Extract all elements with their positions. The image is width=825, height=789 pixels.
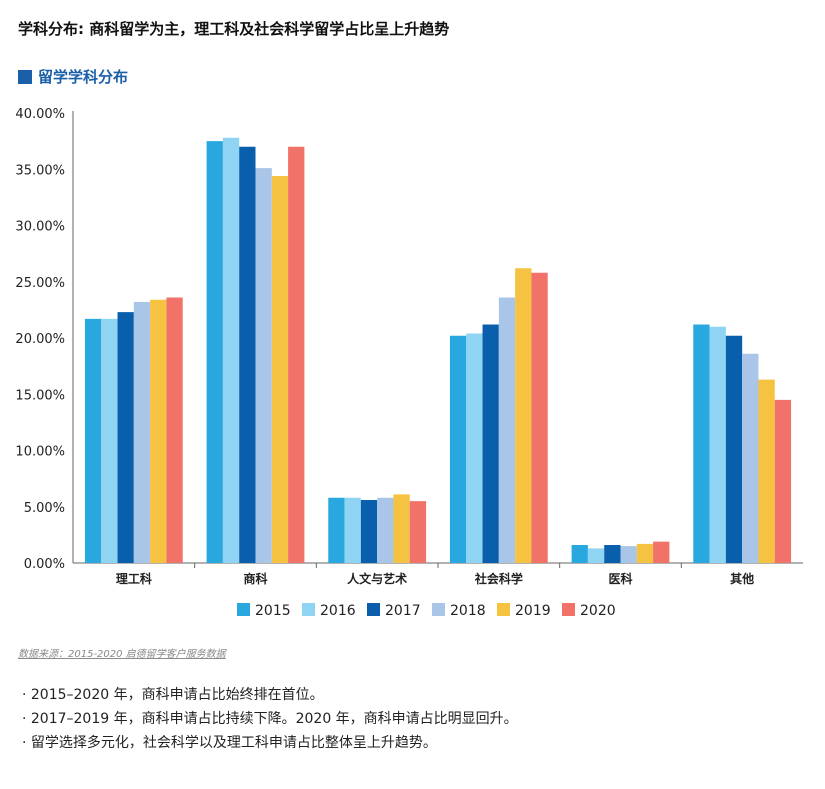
- note-line: · 2017–2019 年，商科申请占比持续下降。2020 年，商科申请占比明显…: [22, 711, 518, 727]
- legend-swatch: [367, 603, 380, 616]
- bar-2018: [742, 353, 759, 563]
- legend-swatch: [497, 603, 510, 616]
- x-category-label: 社会科学: [474, 571, 523, 586]
- bar-2017: [482, 324, 499, 563]
- bar-2018: [133, 302, 151, 563]
- bar-2016: [466, 333, 483, 563]
- bar-2015: [328, 497, 345, 563]
- bar-2015: [84, 318, 102, 563]
- bar-2019: [271, 176, 289, 563]
- bar-2020: [774, 399, 792, 563]
- bar-2015: [449, 335, 467, 563]
- bar-2015: [571, 545, 588, 563]
- bar-2016: [222, 137, 240, 563]
- bar-2020: [288, 146, 305, 563]
- legend-swatch: [562, 603, 575, 616]
- y-tick-label: 40.00%: [15, 107, 65, 122]
- data-source-note: 数据来源：2015-2020 启德留学客户服务数据: [18, 649, 226, 660]
- bar-2017: [239, 146, 256, 563]
- legend-swatch: [432, 603, 445, 616]
- legend-label: 2017: [385, 603, 421, 619]
- bar-2019: [150, 299, 167, 563]
- legend-label: 2019: [515, 603, 551, 619]
- x-category-label: 人文与艺术: [347, 571, 407, 586]
- y-tick-label: 15.00%: [15, 388, 65, 403]
- bar-2017: [725, 335, 743, 563]
- y-tick-label: 10.00%: [15, 445, 65, 460]
- legend-label: 2015: [255, 603, 291, 619]
- legend-label: 2016: [320, 603, 356, 619]
- note-line: · 留学选择多元化，社会科学以及理工科申请占比整体呈上升趋势。: [22, 735, 437, 751]
- bar-2020: [409, 501, 427, 563]
- y-tick-label: 20.00%: [15, 332, 65, 347]
- x-category-label: 医科: [608, 571, 632, 586]
- bar-2020: [166, 297, 183, 563]
- page-headline: 学科分布: 商科留学为主，理工科及社会科学留学占比呈上升趋势: [18, 20, 450, 38]
- bar-chart: 0.00% 5.00% 10.00% 15.00% 20.00% 25.00% 30.00%…: [15, 107, 803, 619]
- section-title-text: 留学学科分布: [38, 68, 129, 86]
- bar-2019: [758, 379, 775, 563]
- legend-swatch: [237, 603, 250, 616]
- x-category-label: 其他: [730, 571, 754, 586]
- legend-label: 2018: [450, 603, 486, 619]
- y-tick-label: 0.00%: [24, 557, 65, 572]
- bar-2016: [344, 497, 361, 563]
- bar-2020: [531, 272, 548, 563]
- legend-swatch: [302, 603, 315, 616]
- x-category-label: 商科: [243, 571, 267, 586]
- section-title: 留学学科分布: [18, 66, 128, 87]
- bar-2018: [620, 546, 637, 563]
- y-tick-label: 30.00%: [15, 220, 65, 235]
- bar-2018: [255, 168, 272, 563]
- y-tick-label: 25.00%: [15, 276, 65, 291]
- bar-2015: [206, 141, 223, 563]
- y-tick-label: 35.00%: [15, 163, 65, 178]
- bar-2019: [515, 268, 532, 563]
- bar-2020: [653, 541, 670, 563]
- bar-2017: [604, 545, 621, 563]
- legend-label: 2020: [580, 603, 616, 619]
- bar-2017: [360, 500, 378, 563]
- bar-2018: [498, 297, 516, 563]
- bar-2017: [117, 312, 134, 563]
- bar-2016: [101, 318, 118, 563]
- bar-2016: [709, 326, 726, 563]
- bar-2016: [587, 548, 605, 563]
- bar-2018: [377, 497, 394, 563]
- y-tick-label: 5.00%: [24, 501, 65, 516]
- x-category-label: 理工科: [116, 571, 152, 586]
- bar-2015: [693, 324, 710, 563]
- bar-2019: [636, 543, 654, 563]
- note-line: · 2015–2020 年，商科申请占比始终排在首位。: [22, 687, 324, 703]
- bar-2019: [393, 494, 410, 563]
- square-bullet-icon: [18, 69, 32, 84]
- summary-notes: · 2015–2020 年，商科申请占比始终排在首位。 · 2017–2019 …: [22, 683, 518, 755]
